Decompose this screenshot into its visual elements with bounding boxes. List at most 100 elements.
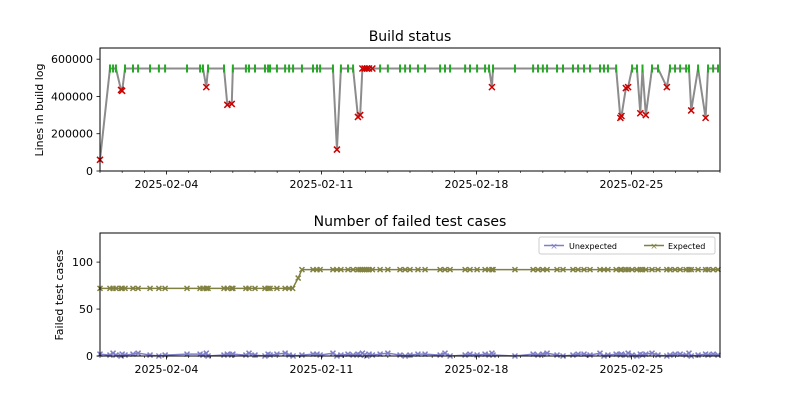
expected-point-marker — [112, 285, 119, 292]
unexpected-point-marker — [282, 350, 289, 357]
build-status-x-tick-label: 2025-02-25 — [599, 178, 663, 191]
legend-unexpected-label: Unexpected — [569, 242, 617, 251]
failed-build-marker — [702, 114, 710, 122]
unexpected-point-marker — [329, 350, 336, 357]
build-status-frame — [99, 47, 721, 172]
expected-point-marker — [397, 266, 404, 273]
expected-point-marker — [121, 285, 129, 292]
legend-box — [538, 236, 716, 255]
expected-point-marker — [672, 266, 679, 273]
expected-point-marker — [147, 285, 154, 292]
expected-point-marker — [245, 285, 253, 292]
failed-tests-x-tick-label: 2025-02-04 — [134, 363, 198, 376]
unexpected-point-marker — [298, 352, 305, 359]
unexpected-point-marker — [242, 352, 249, 359]
expected-point-marker — [586, 266, 594, 273]
failed-build-marker — [118, 87, 126, 95]
build-status-chart: Build status Lines in build log 2025-02-… — [33, 29, 721, 191]
expected-point-marker — [289, 285, 296, 292]
expected-point-marker — [466, 266, 474, 273]
failed-build-marker — [636, 109, 644, 117]
unexpected-point-marker — [121, 352, 129, 359]
failed-tests-y-tick-label: 100 — [72, 256, 93, 269]
failed-build-marker — [687, 106, 695, 114]
expected-point-marker — [361, 266, 368, 273]
failed-tests-title: Number of failed test cases — [314, 214, 507, 230]
expected-point-marker — [642, 266, 649, 273]
expected-point-marker — [677, 266, 684, 273]
expected-point-marker — [295, 275, 302, 282]
expected-point-marker — [384, 266, 391, 273]
unexpected-point-marker — [629, 352, 636, 359]
unexpected-point-marker — [147, 352, 154, 359]
expected-point-marker — [203, 285, 210, 292]
failed-build-marker — [624, 83, 632, 91]
expected-point-marker — [162, 285, 169, 292]
unexpected-point-marker — [654, 352, 662, 359]
expected-point-marker — [534, 266, 542, 273]
unexpected-point-marker — [251, 352, 259, 359]
failed-tests-y-tick-label: 0 — [86, 350, 93, 363]
expected-point-marker — [648, 266, 656, 273]
unexpected-point-marker — [666, 352, 673, 359]
failed-tests-plot-area — [96, 266, 722, 360]
unexpected-point-marker — [267, 352, 274, 359]
expected-point-marker — [710, 266, 717, 273]
expected-point-marker — [622, 266, 629, 273]
expected-point-marker — [337, 266, 344, 273]
expected-point-marker — [569, 266, 577, 273]
expected-point-marker — [224, 285, 231, 292]
expected-point-marker — [688, 266, 695, 273]
unexpected-point-marker — [406, 352, 414, 359]
expected-point-marker — [298, 266, 305, 273]
expected-point-marker — [359, 266, 366, 273]
expected-point-marker — [637, 266, 644, 273]
expected-point-marker — [205, 285, 212, 292]
unexpected-point-marker — [604, 352, 611, 359]
expected-point-marker — [462, 266, 469, 273]
failed-tests-ylabel: Failed test cases — [53, 249, 66, 340]
legend-expected-label: Expected — [668, 242, 705, 251]
expected-point-marker — [354, 266, 361, 273]
expected-point-marker — [544, 266, 551, 273]
failed-build-marker — [368, 64, 376, 73]
expected-point-marker — [363, 266, 370, 273]
build-status-y-tick-label: 0 — [86, 165, 93, 178]
legend-unexpected-marker: × — [550, 242, 558, 252]
failed-build-marker — [642, 111, 650, 119]
expected-point-marker — [437, 266, 444, 273]
build-status-x-tick-label: 2025-02-11 — [289, 178, 353, 191]
failed-build-marker — [488, 83, 496, 91]
expected-point-marker — [344, 266, 352, 273]
expected-point-marker — [447, 266, 454, 273]
unexpected-point-marker — [112, 352, 119, 359]
expected-point-marker — [604, 266, 611, 273]
unexpected-point-marker — [705, 352, 712, 359]
expected-point-marker — [559, 266, 567, 273]
expected-point-marker — [135, 285, 142, 292]
expected-point-marker — [618, 266, 625, 273]
expected-point-marker — [402, 266, 409, 273]
build-status-x-tick-label: 2025-02-18 — [444, 178, 508, 191]
failed-tests-x-tick-label: 2025-02-11 — [289, 363, 353, 376]
expected-point-marker — [685, 266, 693, 273]
unexpected-point-marker — [586, 352, 594, 359]
unexpected-point-marker — [135, 350, 142, 357]
unexpected-point-marker — [337, 352, 344, 359]
unexpected-point-marker — [569, 352, 577, 359]
expected-series-line — [100, 268, 719, 290]
expected-point-marker — [129, 285, 137, 292]
failed-tests-frame — [99, 232, 721, 357]
expected-point-marker — [695, 266, 702, 273]
failed-build-marker — [202, 83, 210, 91]
failed-tests-axes: 2025-02-04 2025-02-11 2025-02-18 2025-02-25… — [72, 256, 721, 376]
unexpected-point-marker — [441, 350, 449, 357]
failed-tests-y-tick-label: 50 — [79, 303, 93, 316]
unexpected-point-marker — [544, 350, 551, 357]
build-status-axes: 2025-02-04 2025-02-11 2025-02-18 2025-02-25… — [51, 53, 721, 191]
expected-point-marker — [581, 266, 588, 273]
expected-point-marker — [705, 266, 712, 273]
failed-build-marker — [363, 64, 371, 73]
failed-build-marker — [356, 111, 364, 119]
